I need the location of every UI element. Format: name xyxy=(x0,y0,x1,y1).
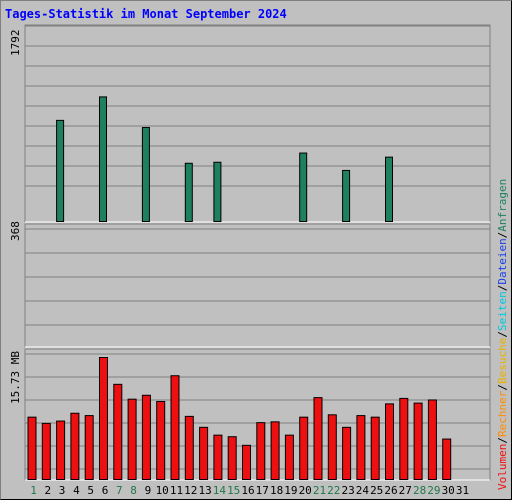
legend-seiten: Seiten xyxy=(496,291,509,331)
x-tick-10: 10 xyxy=(156,484,169,497)
bar-volumen-day-9 xyxy=(141,394,151,480)
bar-volumen-day-3 xyxy=(56,420,66,480)
bar-volumen-day-12 xyxy=(184,415,194,481)
legend-volumen: Volumen xyxy=(496,444,509,490)
bar-volumen-day-5 xyxy=(84,415,94,481)
x-tick-8: 8 xyxy=(130,484,137,497)
x-tick-13: 13 xyxy=(198,484,211,497)
x-tick-30: 30 xyxy=(442,484,455,497)
x-tick-9: 9 xyxy=(145,484,152,497)
bar-volumen-day-16 xyxy=(242,444,251,481)
x-tick-12: 12 xyxy=(184,484,197,497)
bar-volumen-day-15 xyxy=(227,436,237,480)
bar-volumen-day-11 xyxy=(170,375,180,480)
x-tick-18: 18 xyxy=(270,484,283,497)
bar-volumen-day-23 xyxy=(342,426,352,481)
bar-anfragen-day-23 xyxy=(342,169,351,223)
bottom-panel-max-label: 15.73 MB xyxy=(9,351,22,404)
bar-volumen-day-25 xyxy=(370,416,380,480)
x-tick-1: 1 xyxy=(30,484,37,497)
bar-volumen-day-24 xyxy=(356,415,366,481)
x-tick-6: 6 xyxy=(102,484,109,497)
bar-volumen-day-13 xyxy=(199,426,209,481)
bar-volumen-day-22 xyxy=(327,414,337,480)
top-panel-max-label: 1792 xyxy=(9,30,22,57)
bar-anfragen-day-6 xyxy=(99,96,107,222)
chart-bars xyxy=(27,96,452,481)
legend-sep-4: / xyxy=(496,285,509,292)
panel-1 xyxy=(24,223,491,348)
bar-volumen-day-6 xyxy=(99,357,108,480)
x-tick-3: 3 xyxy=(59,484,66,497)
legend-dateien: Dateien xyxy=(496,238,509,284)
x-tick-4: 4 xyxy=(73,484,80,497)
middle-panel-max-label: 368 xyxy=(9,221,22,241)
bar-volumen-day-4 xyxy=(70,412,80,481)
legend-sep-5: / xyxy=(496,232,509,239)
x-tick-labels: 1 2 3 4 5 6 7 8 9 10 11 12 13 14 15 16 17 18 19 20 21 22 23 24 2… xyxy=(30,484,469,497)
vertical-legend: Volumen/Rechner/Besuche/Seiten/Dateien/A… xyxy=(496,179,509,490)
x-tick-29: 29 xyxy=(427,484,440,497)
bar-volumen-day-30 xyxy=(442,438,452,480)
bar-volumen-day-2 xyxy=(41,422,51,481)
x-tick-11: 11 xyxy=(170,484,183,497)
bar-volumen-day-8 xyxy=(127,398,137,480)
bar-volumen-day-10 xyxy=(156,401,166,481)
bar-anfragen-day-9 xyxy=(141,127,150,222)
x-tick-17: 17 xyxy=(256,484,269,497)
bar-anfragen-day-20 xyxy=(299,152,308,222)
bar-volumen-day-29 xyxy=(427,399,437,480)
x-tick-5: 5 xyxy=(87,484,94,497)
legend-sep-2: / xyxy=(496,384,509,391)
x-tick-25: 25 xyxy=(370,484,383,497)
x-tick-27: 27 xyxy=(399,484,412,497)
x-tick-23: 23 xyxy=(341,484,354,497)
x-tick-24: 24 xyxy=(356,484,370,497)
bar-volumen-day-18 xyxy=(270,421,280,480)
x-tick-2: 2 xyxy=(44,484,51,497)
bar-volumen-day-17 xyxy=(256,422,266,480)
bar-anfragen-day-14 xyxy=(213,161,222,223)
legend-sep-3: / xyxy=(496,331,509,338)
x-tick-26: 26 xyxy=(384,484,397,497)
panel-0 xyxy=(24,24,491,223)
x-tick-31: 31 xyxy=(456,484,469,497)
legend-rechner: Rechner xyxy=(496,390,509,437)
x-tick-20: 20 xyxy=(299,484,312,497)
legend-anfragen: Anfragen xyxy=(496,179,509,232)
x-tick-19: 19 xyxy=(284,484,297,497)
bar-volumen-day-19 xyxy=(284,434,294,480)
x-tick-15: 15 xyxy=(227,484,240,497)
bar-volumen-day-7 xyxy=(113,383,123,481)
x-tick-16: 16 xyxy=(241,484,254,497)
chart-title: Tages-Statistik im Monat September 2024 xyxy=(5,7,287,21)
bar-volumen-day-28 xyxy=(413,402,423,480)
bar-volumen-day-20 xyxy=(299,416,309,480)
legend-besuche: Besuche xyxy=(496,338,509,384)
x-tick-28: 28 xyxy=(413,484,426,497)
legend-sep-1: / xyxy=(496,437,509,444)
x-tick-21: 21 xyxy=(313,484,326,497)
bar-volumen-day-27 xyxy=(399,397,409,481)
bar-anfragen-day-26 xyxy=(385,156,393,222)
x-tick-7: 7 xyxy=(116,484,123,497)
x-tick-22: 22 xyxy=(327,484,340,497)
bar-anfragen-day-3 xyxy=(56,119,65,222)
bar-anfragen-day-12 xyxy=(184,162,193,223)
bar-volumen-day-1 xyxy=(27,416,37,480)
bar-volumen-day-21 xyxy=(313,397,323,481)
bar-volumen-day-14 xyxy=(213,434,223,480)
bar-volumen-day-26 xyxy=(385,403,394,480)
x-tick-14: 14 xyxy=(213,484,227,497)
